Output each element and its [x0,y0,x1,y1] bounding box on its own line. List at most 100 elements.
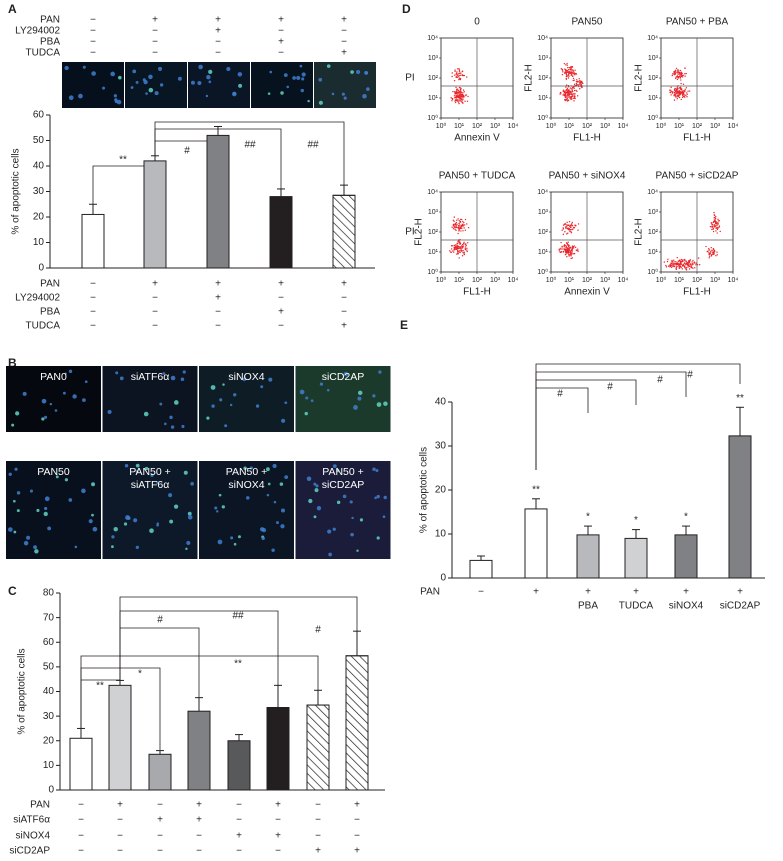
event-dot [460,91,463,94]
cell [135,80,139,84]
y-tick-label: 10² [648,229,659,236]
panel-label: E [400,318,408,332]
event-dot [463,227,465,229]
event-dot [570,98,573,100]
significance-bracket [535,387,589,470]
event-dot [572,245,575,248]
cell [110,545,114,549]
event-dot [572,93,575,95]
event-dot [561,245,563,248]
event-dot [681,265,684,267]
condition-mark: − [236,800,242,811]
event-dot [562,251,565,253]
y-tick-label: 10⁰ [427,268,438,276]
event-dot [680,88,683,91]
cell [130,86,134,89]
cell [255,404,260,408]
event-dot [666,260,669,263]
cell [260,385,264,389]
y-tick-label: 40 [43,686,55,697]
event-dot [450,248,453,250]
y-tick-label: 0 [440,573,446,584]
event-dot [571,221,574,224]
y-tick-label: 10¹ [538,249,549,256]
event-dot [685,87,688,89]
panel-label: B [8,356,17,370]
condition-mark: + [341,279,347,290]
event-dot [570,66,572,69]
condition-mark: − [215,37,221,48]
event-dot [678,90,681,92]
event-dot [568,249,571,251]
panel-label: A [8,2,17,16]
y-tick-label: 80 [43,588,55,599]
cell [29,489,33,493]
bar [576,534,600,579]
cell [159,402,163,406]
bar [624,537,648,579]
condition-mark: − [196,846,202,857]
event-dot [565,73,568,76]
event-dot [695,264,697,266]
cell [332,527,336,531]
condition-mark: + [278,15,284,26]
event-dot [677,95,680,97]
cell [26,535,31,540]
cell [41,398,47,404]
x-tick-label: 10³ [490,123,501,130]
cell [170,375,176,381]
event-dot [454,91,456,93]
significance-label: ## [244,140,256,151]
event-dot [676,90,679,93]
cell [119,376,124,381]
event-dot [576,250,578,252]
cell [197,80,202,86]
event-dot [572,70,574,72]
y-tick-label: 0 [38,263,44,274]
event-dot [456,74,459,77]
event-dot [698,263,701,266]
event-dot [718,220,721,222]
cell [123,522,128,526]
event-dot [566,75,569,77]
condition-mark: − [236,815,242,826]
cell [126,516,131,520]
event-dot [456,250,459,253]
event-dot [463,251,466,253]
event-dot [676,86,678,88]
bar-hatch [332,194,356,269]
y-tick-label: 40 [33,161,45,172]
bar [143,160,167,269]
cell [316,506,322,511]
cell [11,423,15,427]
condition-mark: − [278,293,284,304]
event-dot [570,232,573,234]
cell [375,468,379,472]
event-dot [573,83,576,86]
cell [237,72,243,77]
x-tick-label: 10⁰ [436,276,447,284]
cell [210,385,216,390]
event-dot [455,92,458,94]
event-dot [464,100,466,102]
plot-title: PAN50 + PBA [666,17,729,28]
event-dot [678,263,681,265]
y-tick-label: 10² [428,75,439,82]
event-dot [454,99,457,101]
y-tick-label: 10⁴ [647,35,658,42]
event-dot [675,70,677,72]
condition-mark: − [341,307,347,318]
cell [82,398,86,402]
y-axis-label: % of apoptotic cells [11,148,22,234]
event-dot [572,97,574,100]
condition-name: LY294002 [15,293,60,304]
event-dot [456,89,458,92]
event-dot [558,248,560,251]
event-dot [450,245,453,247]
condition-mark: − [152,321,158,332]
event-dot [715,215,717,218]
cell [187,511,192,516]
significance-label: ** [119,155,127,166]
event-dot [457,95,460,97]
